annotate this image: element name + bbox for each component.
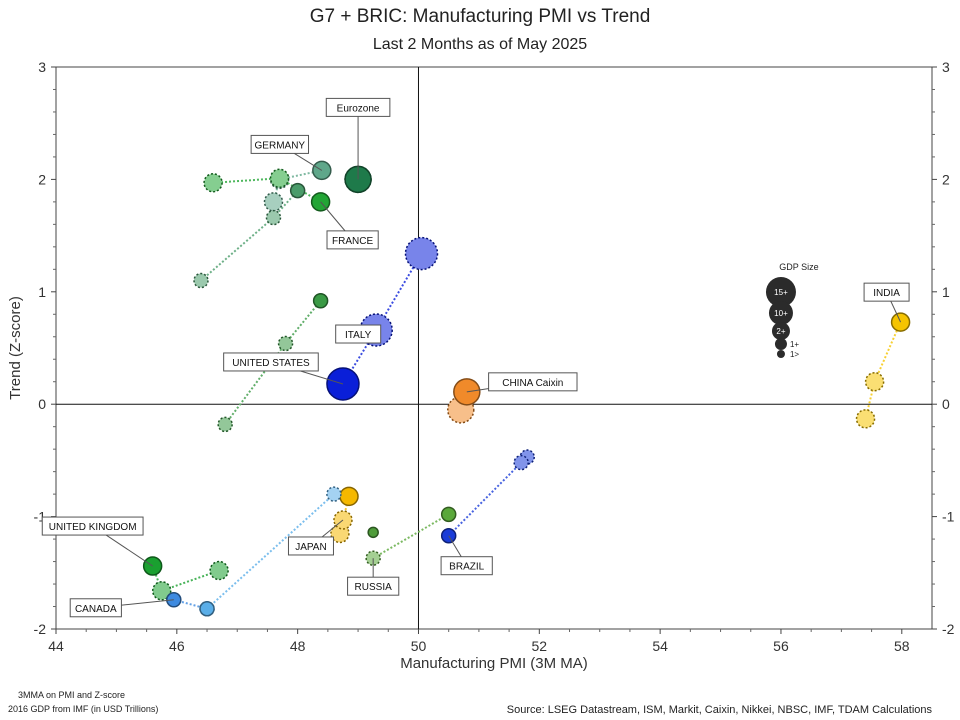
y-axis-label: Trend (Z-score): [7, 296, 24, 400]
callout-label-united-kingdom: UNITED KINGDOM: [49, 522, 137, 533]
x-tick-label: 44: [48, 638, 64, 654]
data-point-unlabeled: [193, 272, 209, 289]
y-tick-label-right: 1: [942, 284, 950, 300]
footnote-3mma: 3MMA on PMI and Z-score: [18, 690, 126, 700]
gdp-size-legend-label: 2+: [776, 327, 785, 336]
series-line-unlabeled: [206, 493, 335, 610]
callout-box-japan: [287, 536, 334, 556]
data-point-unlabeled: [326, 486, 342, 502]
data-point-united-states: [404, 236, 439, 271]
data-point-india: [864, 371, 885, 392]
plot-area-frame: [55, 66, 933, 630]
callout-label-brazil: BRAZIL: [449, 562, 484, 573]
gdp-size-legend-marker: [768, 301, 793, 325]
x-tick-label: 58: [894, 638, 910, 654]
data-point-russia: [440, 506, 457, 523]
callout-label-france: FRANCE: [332, 236, 373, 247]
y-tick-label-right: 2: [942, 171, 950, 187]
series-line-russia: [372, 513, 450, 560]
y-tick-label-right: -2: [942, 621, 955, 637]
source-note: Source: LSEG Datastream, ISM, Markit, Ca…: [506, 704, 932, 716]
gdp-size-legend-marker: [774, 338, 787, 350]
callout-label-eurozone: Eurozone: [337, 103, 380, 114]
chart-title: G7 + BRIC: Manufacturing PMI vs Trend: [309, 6, 651, 27]
callout-label-germany: GERMANY: [255, 140, 306, 151]
chart-subtitle: Last 2 Months as of May 2025: [372, 36, 588, 53]
x-tick-label: 52: [532, 638, 548, 654]
callout-box-germany: [250, 134, 310, 154]
callout-box-italy: [335, 324, 382, 344]
y-tick-label-left: -2: [34, 621, 47, 637]
y-tick-label-left: 0: [38, 396, 46, 412]
gdp-size-legend-marker: [776, 350, 785, 358]
x-axis-label: Manufacturing PMI (3M MA): [400, 655, 588, 672]
gdp-size-legend-label: 1>: [790, 350, 799, 359]
data-point-unlabeled: [265, 209, 282, 226]
data-point-italy: [312, 293, 329, 309]
data-point-germany: [263, 192, 284, 212]
gdp-size-legend-title: GDP Size: [779, 262, 818, 272]
data-point-united-kingdom: [151, 581, 172, 601]
callout-label-japan: JAPAN: [295, 542, 327, 553]
gdp-size-legend-marker: [765, 277, 796, 307]
callout-box-france: [326, 230, 379, 250]
series-line-brazil: [447, 456, 528, 537]
callout-label-united-states: UNITED STATES: [232, 358, 310, 369]
data-point-unlabeled: [289, 182, 306, 199]
gdp-size-legend-marker: [771, 322, 790, 340]
data-point-france: [203, 173, 223, 193]
callout-box-brazil: [440, 556, 493, 576]
data-point-italy: [217, 416, 233, 433]
data-point-india: [855, 409, 876, 429]
callout-box-china-caixin: [488, 372, 578, 392]
data-point-unlabeled: [367, 526, 379, 539]
y-tick-label-right: 0: [942, 396, 950, 412]
series-line-india: [864, 321, 902, 420]
callout-box-eurozone: [325, 97, 391, 117]
y-tick-label-right: -1: [942, 509, 955, 525]
gdp-size-legend-label: 10+: [774, 309, 788, 318]
data-point-united-kingdom: [209, 560, 229, 581]
callout-label-russia: RUSSIA: [355, 582, 393, 593]
series-line-germany: [272, 169, 323, 203]
series-line-unlabeled: [200, 189, 299, 282]
y-tick-label-left: 3: [38, 59, 46, 75]
gdp-size-legend-label: 15+: [774, 288, 788, 297]
gdp-size-legend-label: 1+: [790, 340, 799, 349]
y-tick-label-right: 3: [942, 59, 950, 75]
x-tick-label: 48: [290, 638, 306, 654]
callout-label-india: INDIA: [873, 288, 900, 299]
x-tick-label: 46: [169, 638, 185, 654]
y-tick-label-left: 2: [38, 171, 46, 187]
footnote-gdp: 2016 GDP from IMF (in USD Trillions): [8, 704, 159, 714]
data-point-japan: [339, 486, 359, 507]
callout-label-china-caixin: CHINA Caixin: [502, 378, 563, 389]
callout-box-russia: [347, 576, 400, 596]
callout-box-united-states: [223, 352, 319, 372]
data-point-france: [269, 168, 290, 189]
data-point-italy: [277, 335, 294, 352]
callout-box-canada: [69, 598, 122, 618]
callout-label-italy: ITALY: [345, 330, 372, 341]
data-point-brazil: [513, 454, 529, 471]
callout-box-india: [863, 282, 910, 302]
x-tick-label: 56: [773, 638, 789, 654]
callout-label-canada: CANADA: [75, 604, 117, 615]
y-tick-label-left: 1: [38, 284, 46, 300]
x-tick-label: 54: [652, 638, 668, 654]
data-point-unlabeled: [199, 601, 215, 617]
x-tick-label: 50: [411, 638, 427, 654]
callout-box-united-kingdom: [41, 516, 144, 536]
